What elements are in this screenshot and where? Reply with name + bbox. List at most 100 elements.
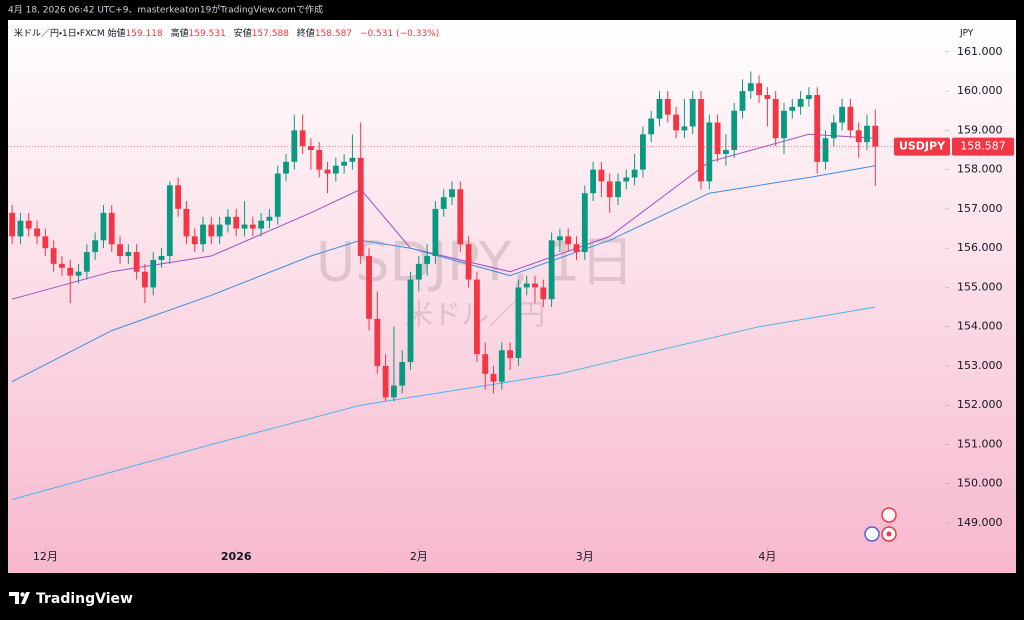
candle-body	[822, 138, 829, 162]
candle-body	[615, 181, 621, 198]
moving-average	[11, 165, 876, 383]
candle-body	[382, 365, 389, 398]
candle-body	[92, 240, 99, 253]
candle-body	[698, 98, 704, 182]
candle-body	[490, 373, 497, 382]
brand: TradingView	[36, 591, 133, 607]
x-tick-label: 12月	[33, 550, 58, 563]
candle-body	[274, 173, 281, 217]
y-tick-label: 150.000	[957, 477, 1003, 490]
candle-body	[739, 91, 746, 111]
candle-body	[590, 169, 597, 194]
candle-body	[756, 83, 762, 96]
y-tick-label: 154.000	[957, 320, 1003, 333]
candle-body	[216, 224, 223, 237]
candle-body	[241, 224, 248, 229]
candle-body	[557, 236, 563, 241]
candle-body	[498, 350, 505, 382]
candle-body	[50, 248, 57, 264]
candle-body	[631, 169, 638, 178]
candle-body	[623, 177, 630, 182]
candle-body	[225, 216, 231, 225]
candle-body	[316, 150, 323, 170]
candle-body	[864, 125, 870, 143]
candle-body	[125, 252, 132, 257]
candle-body	[424, 256, 431, 264]
candle-body	[249, 224, 256, 229]
y-tick-label: 153.000	[957, 359, 1003, 372]
plot	[9, 71, 879, 500]
price-tag: USDJPY	[899, 140, 946, 153]
x-tick-label: 3月	[576, 550, 594, 563]
candle-body	[407, 279, 414, 363]
event-icon[interactable]	[881, 507, 897, 523]
event-icon[interactable]	[864, 526, 880, 542]
candle-body	[515, 287, 522, 359]
price-tag-box	[894, 137, 950, 156]
candle-body	[507, 350, 514, 359]
moving-average	[11, 306, 876, 500]
candle-body	[548, 240, 555, 300]
candle-body	[772, 98, 779, 139]
ohlc-label: 終値	[296, 29, 315, 39]
y-tick-label: 157.000	[957, 202, 1003, 215]
event-icons[interactable]	[864, 507, 897, 542]
candle-body	[25, 220, 32, 229]
candle-body	[540, 287, 547, 300]
candle-body	[158, 256, 165, 260]
candle-body	[656, 98, 663, 119]
candle-body	[648, 118, 655, 135]
candle-body	[639, 134, 646, 170]
candle-body	[332, 165, 339, 174]
ohlc-value: 158.587	[314, 29, 353, 39]
candle-body	[415, 263, 422, 280]
candle-body	[233, 216, 240, 229]
candle-body	[83, 252, 90, 272]
candle-body	[142, 271, 148, 288]
candle-body	[191, 236, 198, 245]
candle-body	[308, 146, 314, 151]
ohlc-value: 159.531	[188, 29, 226, 39]
candle-body	[117, 244, 123, 257]
y-tick-label: 160.000	[957, 84, 1003, 97]
y-tick-label: 151.000	[957, 437, 1003, 450]
candle-body	[166, 185, 173, 257]
candle-body	[814, 95, 821, 162]
candle-body	[374, 318, 381, 366]
candle-body	[797, 98, 804, 107]
candle-body	[100, 212, 107, 241]
caption: 4月 18, 2026 06:42 UTC+9、masterkeaton19がT…	[8, 4, 323, 16]
symbol: 米ドル／円・1日・FXCM	[14, 29, 105, 39]
candle-body	[150, 259, 157, 288]
candle-body	[706, 122, 713, 182]
candle-body	[673, 114, 680, 131]
candle-body	[830, 122, 837, 139]
event-icon-dot	[886, 531, 892, 537]
brand-logo	[9, 592, 30, 604]
candle-body	[681, 126, 688, 131]
candle-body	[465, 244, 472, 280]
candle-body	[714, 122, 721, 154]
y-tick-label: 155.000	[957, 280, 1003, 293]
candle-body	[781, 110, 787, 139]
x-tick-label: 4月	[758, 550, 776, 563]
candle-body	[789, 106, 796, 111]
candle-body	[764, 95, 771, 99]
candle-body	[183, 208, 190, 237]
candle-body	[722, 150, 729, 154]
ohlc-value: 157.588	[251, 29, 289, 39]
candle-body	[299, 130, 306, 147]
candle-body	[432, 208, 439, 257]
candle-body	[399, 362, 406, 386]
candle-body	[200, 224, 206, 245]
candle-body	[291, 130, 298, 162]
candle-body	[872, 125, 879, 147]
y-tick-label: 161.000	[957, 45, 1003, 58]
candle-body	[839, 106, 845, 123]
candle-body	[565, 236, 572, 245]
candle-body	[357, 157, 364, 257]
candle-body	[324, 169, 331, 174]
last-price-label: 158.587	[960, 140, 1006, 153]
